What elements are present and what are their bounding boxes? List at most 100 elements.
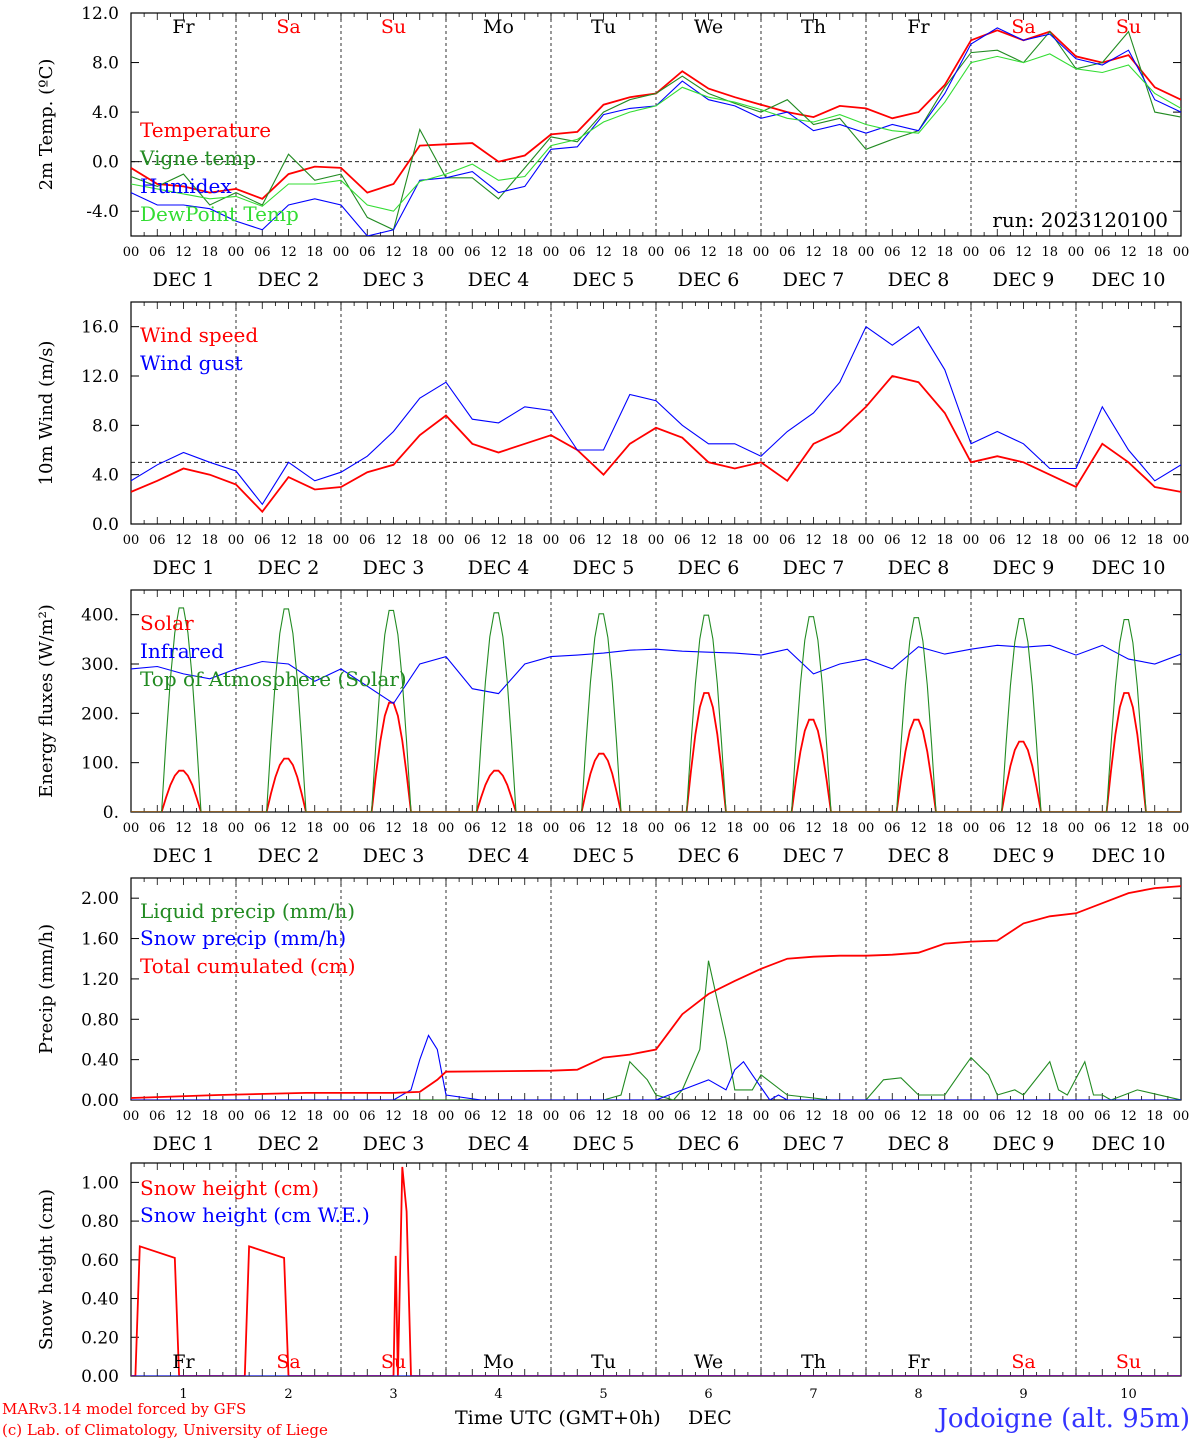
hour-label: 00 bbox=[438, 245, 455, 260]
hour-label: 06 bbox=[674, 1109, 691, 1124]
hour-label: 12 bbox=[910, 245, 927, 260]
hour-label: 12 bbox=[910, 1109, 927, 1124]
hour-label: 06 bbox=[464, 821, 481, 836]
date-label: DEC 10 bbox=[1092, 1133, 1166, 1155]
date-label: DEC 9 bbox=[993, 557, 1055, 579]
hour-label: 12 bbox=[700, 245, 717, 260]
legend-entry: Top of Atmosphere (Solar) bbox=[140, 667, 407, 691]
hour-label: 18 bbox=[831, 821, 848, 836]
date-label: DEC 10 bbox=[1092, 269, 1166, 291]
hour-label: 00 bbox=[438, 821, 455, 836]
hour-label: 12 bbox=[490, 821, 507, 836]
day-name: Mo bbox=[483, 16, 514, 38]
hour-label: 06 bbox=[359, 533, 376, 548]
hour-label: 18 bbox=[831, 1109, 848, 1124]
hour-label: 18 bbox=[726, 821, 743, 836]
y-tick-label: 1.20 bbox=[81, 970, 119, 990]
day-name: Tu bbox=[591, 1351, 616, 1373]
hour-label: 06 bbox=[149, 1109, 166, 1124]
day-name: Fr bbox=[907, 16, 930, 38]
series-line-wind-speed bbox=[131, 374, 1181, 514]
hour-label: 12 bbox=[175, 1109, 192, 1124]
hour-label: 18 bbox=[726, 533, 743, 548]
hour-label: 06 bbox=[464, 245, 481, 260]
hour-label: 12 bbox=[385, 245, 402, 260]
hour-label: 00 bbox=[333, 821, 350, 836]
y-tick-label: 100. bbox=[81, 754, 119, 774]
hour-label: 18 bbox=[306, 821, 323, 836]
hour-label: 00 bbox=[963, 1109, 980, 1124]
legend-entry: Infrared bbox=[140, 639, 224, 663]
date-label: DEC 5 bbox=[573, 557, 635, 579]
hour-label: 00 bbox=[228, 533, 245, 548]
legend-entry: Temperature bbox=[140, 118, 271, 142]
y-tick-label: 0.60 bbox=[81, 1251, 119, 1271]
hour-label: 12 bbox=[1015, 533, 1032, 548]
run-annotation: run: 2023120100 bbox=[992, 208, 1168, 232]
date-label: DEC 1 bbox=[153, 269, 215, 291]
day-number: 10 bbox=[1120, 1387, 1137, 1402]
y-tick-label: -4.0 bbox=[86, 202, 119, 222]
hour-label: 00 bbox=[438, 1109, 455, 1124]
hour-label: 18 bbox=[516, 1109, 533, 1124]
hour-label: 12 bbox=[385, 533, 402, 548]
hour-label: 00 bbox=[963, 821, 980, 836]
day-number: 8 bbox=[914, 1387, 922, 1402]
date-label: DEC 2 bbox=[258, 1133, 320, 1155]
hour-label: 00 bbox=[1068, 821, 1085, 836]
hour-label: 00 bbox=[648, 1109, 665, 1124]
hour-label: 06 bbox=[254, 1109, 271, 1124]
y-tick-label: 0.0 bbox=[92, 515, 119, 535]
day-name: Sa bbox=[276, 16, 300, 38]
day-name: Th bbox=[801, 1351, 826, 1373]
hour-label: 12 bbox=[280, 245, 297, 260]
day-number: 3 bbox=[389, 1387, 397, 1402]
hour-label: 18 bbox=[411, 821, 428, 836]
hour-label: 12 bbox=[595, 821, 612, 836]
date-label: DEC 6 bbox=[678, 269, 740, 291]
hour-label: 12 bbox=[700, 533, 717, 548]
hour-label: 00 bbox=[1068, 533, 1085, 548]
hour-label: 06 bbox=[464, 533, 481, 548]
day-name: Fr bbox=[172, 16, 195, 38]
hour-label: 18 bbox=[306, 533, 323, 548]
y-tick-label: 16.0 bbox=[81, 318, 119, 338]
date-label: DEC 2 bbox=[258, 845, 320, 867]
hour-label: 18 bbox=[621, 533, 638, 548]
day-name: Sa bbox=[1011, 16, 1035, 38]
hour-label: 12 bbox=[1015, 245, 1032, 260]
y-tick-label: 0.40 bbox=[81, 1290, 119, 1310]
hour-label: 00 bbox=[543, 1109, 560, 1124]
y-tick-label: 12.0 bbox=[81, 367, 119, 387]
hour-label: 00 bbox=[648, 245, 665, 260]
date-label: DEC 1 bbox=[153, 557, 215, 579]
series-group bbox=[131, 885, 1181, 1100]
y-tick-label: 1.00 bbox=[81, 1173, 119, 1193]
hour-label: 18 bbox=[726, 245, 743, 260]
y-tick-label: 0.00 bbox=[81, 1091, 119, 1111]
hour-label: 18 bbox=[1041, 821, 1058, 836]
hour-label: 00 bbox=[123, 533, 140, 548]
hour-label: 18 bbox=[1146, 533, 1163, 548]
hour-label: 12 bbox=[700, 1109, 717, 1124]
hour-label: 06 bbox=[149, 245, 166, 260]
y-tick-label: 4.0 bbox=[92, 466, 119, 486]
hour-label: 18 bbox=[936, 533, 953, 548]
legend-entry: Wind speed bbox=[140, 323, 258, 347]
date-label: DEC 5 bbox=[573, 1133, 635, 1155]
hour-label: 00 bbox=[1068, 245, 1085, 260]
date-label: DEC 2 bbox=[258, 557, 320, 579]
day-name: Fr bbox=[907, 1351, 930, 1373]
date-label: DEC 3 bbox=[363, 269, 425, 291]
day-name: Sa bbox=[1011, 1351, 1035, 1373]
hour-label: 06 bbox=[884, 533, 901, 548]
hour-label: 00 bbox=[963, 533, 980, 548]
day-number: 5 bbox=[599, 1387, 607, 1402]
hour-label: 06 bbox=[569, 245, 586, 260]
date-label: DEC 5 bbox=[573, 845, 635, 867]
hour-label: 18 bbox=[1146, 821, 1163, 836]
date-label: DEC 4 bbox=[468, 845, 530, 867]
hour-label: 06 bbox=[779, 533, 796, 548]
hour-label: 12 bbox=[1120, 821, 1137, 836]
hour-label: 06 bbox=[779, 1109, 796, 1124]
